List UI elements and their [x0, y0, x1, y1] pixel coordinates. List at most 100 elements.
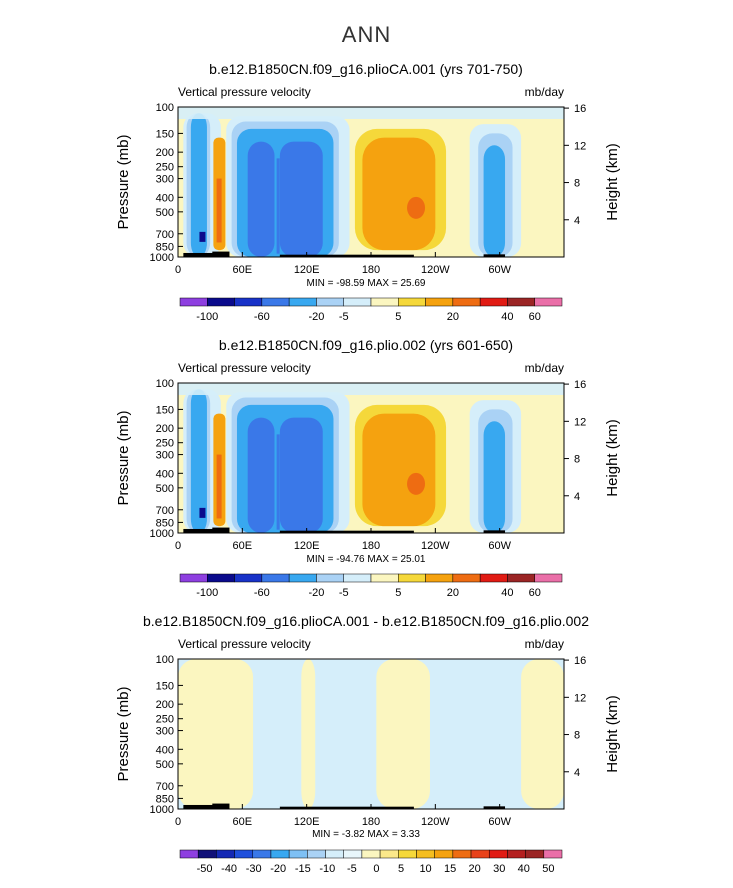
y-axis-label: Pressure (mb)	[115, 134, 132, 229]
y-tick-label: 200	[156, 147, 174, 159]
colorbar-swatch	[288, 573, 317, 583]
colorbar-label: -10	[319, 863, 335, 875]
panel-plioCA-001: b.e12.B1850CN.f09_g16.plioCA.001 (yrs 70…	[115, 61, 621, 323]
colorbar-swatch	[534, 573, 563, 583]
topography	[279, 254, 414, 257]
x-tick-label: 60E	[233, 816, 253, 828]
y-tick-label: 250	[156, 438, 174, 450]
colorbar-label: -5	[339, 587, 349, 599]
contour-band	[279, 417, 323, 533]
contour-band	[376, 659, 430, 809]
colorbar-swatch	[252, 849, 272, 859]
y-tick-label: 700	[156, 505, 174, 517]
y-right-tick-label: 12	[574, 692, 586, 704]
topography	[279, 530, 414, 533]
colorbar-swatch	[507, 573, 535, 583]
colorbar-swatch	[398, 849, 417, 859]
x-tick-label: 0	[175, 816, 181, 828]
colorbar-label: -20	[270, 863, 286, 875]
contour-core	[407, 472, 426, 495]
colorbar-label: -5	[339, 311, 349, 323]
contour-streak	[263, 434, 267, 530]
contour-band	[362, 137, 436, 251]
topography	[183, 804, 221, 809]
y-tick-label: 300	[156, 174, 174, 186]
topography	[183, 252, 221, 257]
subtitle-right: mb/day	[525, 85, 564, 99]
y-tick-label: 500	[156, 207, 174, 219]
contour-band	[178, 383, 564, 395]
y-tick-label: 300	[156, 726, 174, 738]
colorbar-label: 40	[501, 311, 513, 323]
y-tick-label: 850	[156, 517, 174, 529]
y-right-tick-label: 12	[574, 416, 586, 428]
colorbar-label: 10	[419, 863, 431, 875]
colorbar-swatch	[425, 297, 454, 307]
colorbar-swatch	[361, 849, 381, 859]
colorbar-swatch	[370, 573, 399, 583]
y-tick-label: 700	[156, 229, 174, 241]
contour-streak	[263, 158, 267, 254]
x-tick-label: 180	[362, 540, 380, 552]
y-right-tick-label: 12	[574, 140, 586, 152]
topography	[212, 803, 230, 809]
x-tick-label: 60E	[233, 264, 253, 276]
colorbar-swatch	[379, 849, 399, 859]
y-right-tick-label: 4	[574, 767, 580, 779]
y-tick-label: 1000	[150, 528, 174, 540]
colorbar-swatch	[234, 849, 254, 859]
colorbar-label: -60	[254, 587, 270, 599]
y-tick-label: 250	[156, 714, 174, 726]
colorbar-swatch	[343, 297, 372, 307]
y-tick-label: 150	[156, 680, 174, 692]
subtitle-right: mb/day	[525, 361, 564, 375]
colorbar-swatch	[534, 297, 563, 307]
colorbar-label: 5	[395, 311, 401, 323]
x-tick-label: 0	[175, 264, 181, 276]
colorbar-label: -50	[197, 863, 213, 875]
x-tick-label: 180	[362, 816, 380, 828]
colorbar-label: 40	[501, 587, 513, 599]
contour-band	[483, 145, 506, 257]
panel-plio-002: b.e12.B1850CN.f09_g16.plio.002 (yrs 601-…	[115, 337, 621, 599]
colorbar-swatch	[207, 573, 235, 583]
colorbar-label: 50	[542, 863, 554, 875]
y-right-tick-label: 16	[574, 655, 586, 667]
colorbar-swatch	[507, 297, 535, 307]
y-right-tick-label: 8	[574, 730, 580, 742]
x-tick-label: 180	[362, 264, 380, 276]
contour-band	[362, 413, 436, 527]
topography	[483, 530, 506, 533]
x-tick-label: 60W	[488, 264, 511, 276]
contour-streak	[306, 434, 310, 530]
y-tick-label: 400	[156, 744, 174, 756]
contour-band	[521, 659, 564, 809]
colorbar-swatch	[234, 573, 263, 583]
contour-band	[178, 659, 254, 809]
y-axis-right-label: Height (km)	[604, 419, 621, 497]
contour-streak	[295, 158, 299, 254]
colorbar-swatch	[507, 849, 526, 859]
y-right-tick-label: 8	[574, 178, 580, 190]
colorbar-label: -15	[295, 863, 311, 875]
colorbar-swatch	[216, 849, 235, 859]
colorbar-label: 15	[444, 863, 456, 875]
contour-core	[199, 231, 206, 242]
contour-core	[199, 507, 206, 518]
colorbar-swatch	[343, 849, 363, 859]
x-tick-label: 0	[175, 540, 181, 552]
colorbar-swatch	[370, 297, 399, 307]
colorbar-swatch	[479, 297, 508, 307]
y-tick-label: 150	[156, 128, 174, 140]
x-tick-label: 60W	[488, 816, 511, 828]
colorbar-swatch	[316, 573, 344, 583]
y-tick-label: 100	[156, 102, 174, 114]
subtitle-left: Vertical pressure velocity	[178, 637, 311, 651]
x-tick-label: 120W	[421, 540, 450, 552]
contour-band	[301, 659, 316, 809]
y-tick-label: 500	[156, 759, 174, 771]
colorbar-swatch	[398, 297, 426, 307]
colorbar-label: 60	[529, 587, 541, 599]
